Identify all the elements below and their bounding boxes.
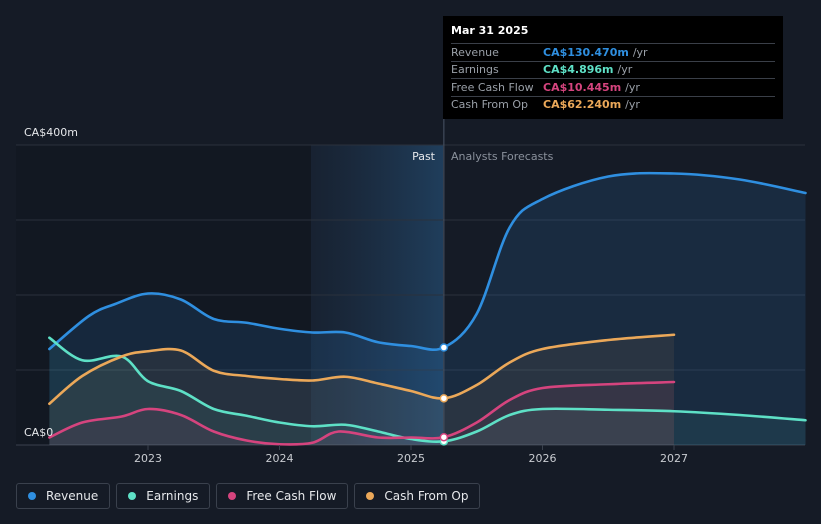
tooltip-value: CA$62.240m [543, 98, 622, 112]
x-axis: 2023 2024 2025 2026 2027 [134, 445, 688, 465]
legend-item-earnings[interactable]: Earnings [116, 483, 211, 509]
series-area-cash-from-op [49, 334, 674, 445]
legend-label: Free Cash Flow [246, 489, 337, 503]
tooltip-label: Free Cash Flow [451, 80, 534, 94]
tooltip-label: Cash From Op [451, 98, 529, 112]
tooltip-row-revenue: Revenue CA$130.470m /yr [451, 43, 775, 61]
tooltip-unit: /yr [625, 98, 640, 112]
hover-markers [439, 343, 449, 446]
series-areas [49, 173, 806, 446]
legend: Revenue Earnings Free Cash Flow Cash Fro… [16, 483, 481, 509]
x-tick-label: 2027 [660, 452, 688, 465]
series-line-revenue [48, 171, 807, 351]
tooltip-row-earnings: Earnings CA$4.896m /yr [451, 60, 775, 79]
tooltip-value: CA$4.896m [543, 63, 614, 77]
tooltip-unit: /yr [617, 63, 633, 77]
y-tick-label-bottom: CA$0 [24, 426, 53, 439]
tooltip-row-cash-from-op: Cash From Op CA$62.240m /yr [451, 95, 775, 114]
hover-marker [439, 394, 449, 403]
tooltip-date: Mar 31 2025 [451, 24, 529, 37]
x-tick-label: 2024 [266, 452, 294, 465]
tooltip: Mar 31 2025 Revenue CA$130.470m /yr Earn… [443, 16, 783, 119]
hover-marker [439, 432, 449, 442]
legend-dot-icon [128, 492, 137, 500]
legend-label: Earnings [146, 489, 199, 503]
legend-label: Revenue [46, 489, 99, 503]
legend-dot-icon [366, 492, 375, 500]
series-line-earnings [48, 336, 807, 444]
series-line-cash-from-op [48, 333, 676, 406]
x-tick-label: 2025 [397, 452, 425, 465]
legend-label: Cash From Op [384, 489, 469, 503]
tooltip-label: Revenue [451, 45, 499, 59]
tooltip-row-free-cash-flow: Free Cash Flow CA$10.445m /yr [451, 78, 775, 96]
legend-dot-icon [28, 492, 36, 500]
tooltip-value: CA$130.470m [543, 45, 629, 59]
legend-dot-icon [228, 492, 237, 500]
hover-marker [439, 343, 449, 352]
tooltip-unit: /yr [632, 45, 648, 59]
legend-item-cash-from-op[interactable]: Cash From Op [354, 483, 481, 509]
series-lines [48, 171, 807, 446]
series-area-free-cash-flow [49, 382, 674, 445]
tooltip-value: CA$10.445m [543, 80, 622, 94]
tooltip-label: Earnings [451, 63, 499, 77]
legend-item-free-cash-flow[interactable]: Free Cash Flow [216, 483, 349, 509]
series-area-earnings [49, 337, 806, 445]
series-line-free-cash-flow [48, 380, 676, 446]
series-area-revenue [49, 173, 806, 446]
x-tick-label: 2026 [529, 452, 557, 465]
past-label: Past [412, 150, 436, 163]
x-tick-label: 2023 [134, 452, 162, 465]
tooltip-unit: /yr [625, 80, 640, 94]
forecast-label: Analysts Forecasts [451, 150, 554, 163]
legend-item-revenue[interactable]: Revenue [16, 483, 111, 509]
y-tick-label-top: CA$400m [24, 126, 78, 139]
